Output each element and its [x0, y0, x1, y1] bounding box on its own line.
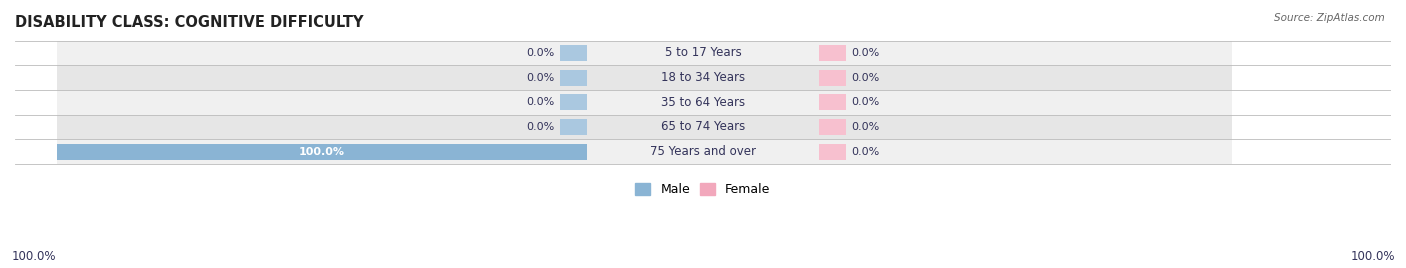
Bar: [820, 144, 846, 160]
Bar: [820, 94, 846, 110]
Text: 0.0%: 0.0%: [851, 48, 879, 58]
Bar: [560, 119, 586, 135]
Bar: [58, 40, 1232, 65]
Text: 75 Years and over: 75 Years and over: [650, 145, 756, 158]
Text: 0.0%: 0.0%: [851, 73, 879, 83]
Bar: [58, 115, 1232, 139]
Bar: [58, 65, 1232, 90]
Bar: [58, 90, 1232, 115]
Bar: [560, 45, 586, 61]
Bar: [560, 70, 586, 85]
Text: DISABILITY CLASS: COGNITIVE DIFFICULTY: DISABILITY CLASS: COGNITIVE DIFFICULTY: [15, 15, 364, 30]
Bar: [820, 45, 846, 61]
Text: 0.0%: 0.0%: [527, 48, 555, 58]
Text: 100.0%: 100.0%: [299, 147, 344, 157]
Bar: [820, 119, 846, 135]
Text: 0.0%: 0.0%: [851, 122, 879, 132]
Text: 0.0%: 0.0%: [527, 97, 555, 107]
Legend: Male, Female: Male, Female: [630, 178, 776, 201]
Text: 0.0%: 0.0%: [851, 147, 879, 157]
Text: Source: ZipAtlas.com: Source: ZipAtlas.com: [1274, 13, 1385, 23]
Text: 100.0%: 100.0%: [1350, 250, 1395, 263]
Text: 18 to 34 Years: 18 to 34 Years: [661, 71, 745, 84]
Text: 5 to 17 Years: 5 to 17 Years: [665, 46, 741, 59]
Text: 100.0%: 100.0%: [11, 250, 56, 263]
Bar: [58, 139, 1232, 164]
Text: 0.0%: 0.0%: [527, 73, 555, 83]
Text: 0.0%: 0.0%: [851, 97, 879, 107]
Bar: [58, 144, 586, 160]
Bar: [820, 70, 846, 85]
Text: 35 to 64 Years: 35 to 64 Years: [661, 96, 745, 109]
Text: 65 to 74 Years: 65 to 74 Years: [661, 120, 745, 133]
Bar: [560, 94, 586, 110]
Text: 0.0%: 0.0%: [527, 122, 555, 132]
